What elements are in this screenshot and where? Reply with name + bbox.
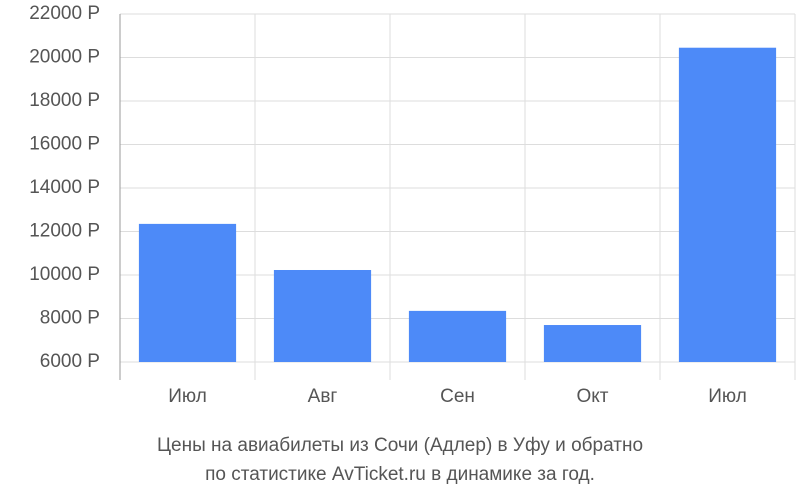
- x-tick-label: Июл: [708, 386, 747, 407]
- y-tick-label: 22000 Р: [29, 3, 100, 24]
- y-tick-label: 12000 Р: [29, 221, 100, 242]
- bar: [543, 325, 642, 362]
- x-tick-label: Сен: [440, 386, 475, 407]
- bar: [138, 223, 237, 362]
- bar: [678, 47, 777, 363]
- x-tick-label: Окт: [576, 386, 608, 407]
- y-tick-label: 6000 Р: [40, 351, 100, 372]
- y-tick-label: 10000 Р: [29, 264, 100, 285]
- y-tick-label: 16000 Р: [29, 134, 100, 155]
- y-tick-label: 18000 Р: [29, 90, 100, 111]
- y-tick-label: 20000 Р: [29, 47, 100, 68]
- bar: [408, 310, 507, 362]
- chart-subtitle: по статистике AvTicket.ru в динамике за …: [205, 464, 595, 485]
- x-tick-label: Авг: [308, 386, 338, 407]
- x-tick-label: Июл: [168, 386, 207, 407]
- chart-title: Цены на авиабилеты из Сочи (Адлер) в Уфу…: [157, 435, 643, 456]
- bar: [273, 269, 372, 362]
- y-tick-label: 8000 Р: [40, 308, 100, 329]
- y-tick-label: 14000 Р: [29, 177, 100, 198]
